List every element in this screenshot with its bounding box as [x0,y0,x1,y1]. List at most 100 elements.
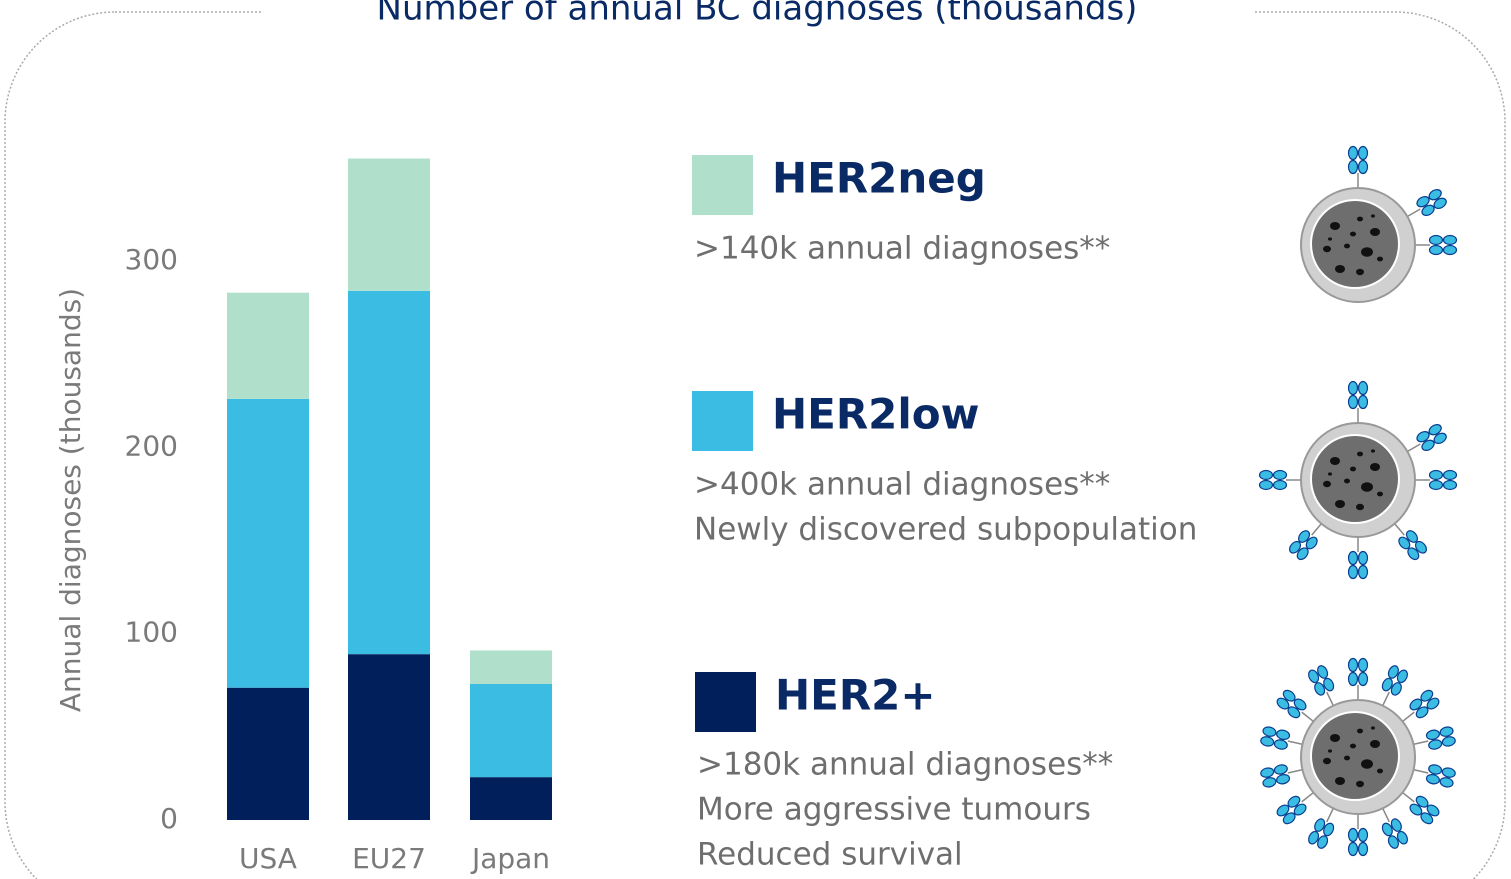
legend-note: More aggressive tumours [697,792,1091,828]
receptor-domain [1426,729,1441,741]
receptor [1349,829,1368,856]
receptor [1349,382,1368,409]
y-axis-label: Annual diagnoses (thousands) [54,288,87,712]
legend-note: Reduced survival [697,837,963,873]
receptor [1287,529,1319,562]
receptor-domain [1444,236,1457,245]
bar-segment [348,159,430,291]
nucleus-dot [1361,759,1373,769]
receptor [1408,794,1441,826]
receptor [1307,664,1336,697]
nucleus-dot [1328,472,1332,475]
receptor-domain [1441,767,1456,779]
receptor-domain [1441,736,1456,748]
nucleus-dot [1371,214,1375,217]
nucleus-dot [1323,758,1331,764]
receptor [1397,529,1429,562]
receptor [1415,188,1448,218]
receptor-domain [1359,566,1368,579]
receptor-domain [1349,396,1358,409]
nucleus-dot [1328,749,1332,752]
bar-segment [470,684,552,777]
legend-note: >400k annual diagnoses** [694,467,1110,503]
receptor-domain [1359,147,1368,160]
y-tick-label: 100 [125,616,178,649]
receptor [1380,817,1409,850]
bar-segment [227,688,309,820]
nucleus-dot [1330,222,1340,230]
receptor-domain [1349,829,1358,842]
receptor [1275,794,1308,826]
receptor-domain [1274,481,1287,490]
receptor [1426,764,1457,789]
legend-note: Newly discovered subpopulation [694,512,1197,548]
receptor-domain [1430,246,1443,255]
legend-swatch [695,672,756,732]
nucleus-dot [1330,457,1340,465]
y-tick-label: 300 [125,243,178,276]
receptor-domain [1262,777,1277,789]
y-tick-label: 200 [125,429,178,462]
receptor [1349,659,1368,686]
receptor [1430,236,1457,255]
receptor-domain [1260,767,1275,779]
receptor [1415,423,1448,453]
receptor [1307,817,1336,850]
nucleus-dot [1370,463,1380,471]
receptor [1426,726,1457,751]
nucleus-dot [1335,777,1345,785]
nucleus-dot [1323,246,1331,252]
nucleus-dot [1350,744,1356,749]
receptor-domain [1349,673,1358,686]
nucleus-dot [1344,756,1350,761]
bar-segment [348,291,430,654]
receptor-domain [1359,552,1368,565]
receptor-domain [1262,726,1277,738]
receptor-domain [1260,471,1273,480]
receptor-domain [1426,773,1441,785]
chart: Number of annual BC diagnoses (thousands… [0,0,1511,879]
receptor-domain [1444,471,1457,480]
bar-segment [470,650,552,684]
nucleus-dot [1370,228,1380,236]
nucleus-dot [1377,769,1383,774]
nucleus-dot [1357,452,1363,457]
nucleus-dot [1344,479,1350,484]
receptor-domain [1274,764,1289,776]
nucleus-dot [1350,232,1356,237]
receptor-domain [1444,246,1457,255]
receptor [1380,664,1409,697]
cell-icon [1260,659,1456,856]
x-tick-label: USA [239,842,297,875]
bar-segment [227,293,309,399]
nucleus-dot [1371,449,1375,452]
page: Number of annual BC diagnoses (thousands… [0,0,1511,879]
receptor-domain [1349,843,1358,856]
receptor-domain [1260,736,1275,748]
y-tick-label: 0 [160,802,178,835]
legend-item: HER2neg>140k annual diagnoses** [692,154,1110,267]
receptor-domain [1359,396,1368,409]
cell-nucleus [1311,435,1399,523]
legend-item: HER2low>400k annual diagnoses**Newly dis… [692,390,1197,548]
nucleus-dot [1357,729,1363,734]
legend-swatch [692,391,753,451]
receptor [1260,764,1291,789]
nucleus-dot [1335,500,1345,508]
receptor-domain [1430,236,1443,245]
nucleus-dot [1356,781,1364,787]
nucleus-dot [1361,482,1373,492]
legend-swatch [692,155,753,215]
nucleus-dot [1344,244,1350,249]
bar-segment [227,399,309,688]
nucleus-dot [1377,492,1383,497]
nucleus-dot [1323,481,1331,487]
nucleus-dot [1357,217,1363,222]
receptor-domain [1349,161,1358,174]
receptor-domain [1428,739,1443,751]
receptor-domain [1359,843,1368,856]
chart-title: Number of annual BC diagnoses (thousands… [377,0,1138,29]
x-tick-label: Japan [470,842,550,875]
nucleus-dot [1370,740,1380,748]
legend-item: HER2+>180k annual diagnoses**More aggres… [695,671,1113,873]
